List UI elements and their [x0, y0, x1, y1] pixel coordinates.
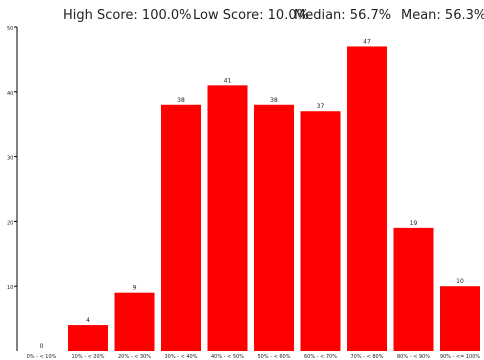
- bar-value-label: 47: [363, 38, 371, 45]
- bar-value-label: 37: [317, 103, 325, 110]
- median-score: Median: 56.7%: [294, 8, 392, 23]
- bar-value-label: 41: [224, 77, 232, 84]
- x-tick-label: 0% - < 10%: [27, 354, 57, 360]
- bar-value-labels: 0 4 9 38 41 38 37 47 19 10: [40, 38, 464, 350]
- y-tick-label: 30: [7, 156, 13, 162]
- x-tick-label: 90% - <= 100%: [440, 354, 481, 360]
- bar: [393, 227, 434, 351]
- score-summary: High Score: 100.0% Low Score: 10.0% Medi…: [0, 8, 484, 30]
- x-tick-label: 40% - < 50%: [211, 354, 244, 360]
- bar: [347, 46, 387, 351]
- y-tick-label: 20: [7, 220, 13, 226]
- bar-value-label: 19: [410, 220, 418, 227]
- mean-score: Mean: 56.3%: [401, 8, 484, 23]
- bar-value-label: 9: [133, 285, 137, 292]
- bar: [161, 104, 201, 351]
- bars: [68, 46, 480, 352]
- y-tick-label: 40: [7, 91, 13, 97]
- x-tick-label: 30% - < 40%: [165, 354, 198, 360]
- bar: [114, 292, 155, 351]
- x-tick-label: 20% - < 30%: [118, 354, 151, 360]
- bar-value-label: 10: [456, 278, 464, 285]
- x-tick-label: 80% - < 90%: [397, 354, 430, 360]
- bar-value-label: 38: [270, 97, 278, 104]
- high-score: High Score: 100.0%: [63, 8, 192, 23]
- bar-value-label: 0: [40, 343, 44, 350]
- x-tick-label: 10% - < 20%: [72, 354, 105, 360]
- bar: [300, 111, 341, 352]
- bar-value-label: 38: [177, 97, 185, 104]
- bar: [68, 325, 108, 351]
- bar: [254, 104, 294, 351]
- y-axis: 10 20 30 40 50: [7, 26, 18, 351]
- bar: [207, 85, 248, 351]
- x-tick-label: 70% - < 80%: [351, 354, 384, 360]
- bar: [440, 286, 480, 351]
- x-tick-label: 50% - < 60%: [258, 354, 291, 360]
- y-tick-label: 10: [7, 285, 13, 291]
- low-score: Low Score: 10.0%: [193, 8, 309, 23]
- x-axis-labels: 0% - < 10% 10% - < 20% 20% - < 30% 30% - < …: [27, 354, 481, 360]
- y-tick-label: 50: [7, 26, 13, 32]
- bar-value-label: 4: [86, 317, 90, 324]
- x-tick-label: 60% - < 70%: [304, 354, 337, 360]
